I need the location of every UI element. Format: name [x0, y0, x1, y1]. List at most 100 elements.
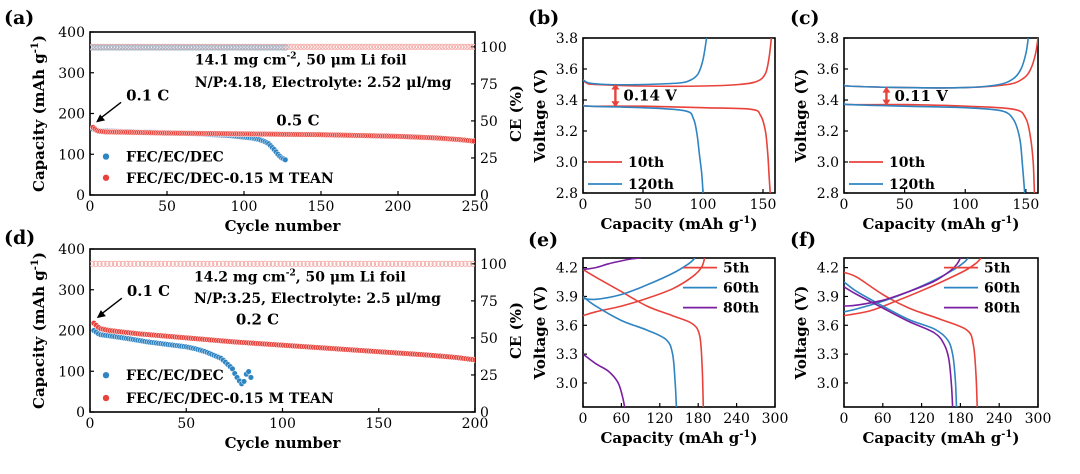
- y-tick-label: 3.4: [556, 93, 578, 109]
- gap-label: 0.14 V: [623, 86, 677, 104]
- ce-point: [127, 260, 134, 267]
- panel-label: (d): [4, 227, 35, 249]
- plot-area: [90, 260, 475, 387]
- capacity-point: [247, 374, 254, 381]
- x-tick-label: 0: [579, 411, 588, 427]
- info-line1: 14.2 mg cm-2, 50 μm Li foil: [194, 269, 406, 286]
- x-tick-label: 100: [952, 197, 979, 213]
- ce-point: [390, 43, 397, 50]
- y-tick-label: 3.8: [556, 31, 578, 47]
- info-line1-sup: -2: [286, 269, 296, 279]
- y-axis-label: Voltage (V): [531, 286, 549, 381]
- ce-point: [466, 260, 473, 267]
- ce-point: [250, 260, 257, 267]
- y-axis-label-sup: -1: [30, 42, 41, 53]
- y-axis-label: Capacity (mAh g-1): [30, 252, 48, 409]
- rate-main-label: 0.5 C: [276, 112, 319, 130]
- x-tick-label: 60: [874, 411, 892, 427]
- arrow-head: [96, 114, 106, 123]
- y-tick-label: 3.4: [817, 93, 839, 109]
- y-tick-label: 300: [58, 66, 85, 82]
- y2-tick-label: 75: [480, 294, 498, 310]
- plot-area: [90, 43, 475, 163]
- ce-point: [169, 260, 176, 267]
- ce-point: [181, 260, 188, 267]
- ce-point: [331, 43, 338, 50]
- y2-tick-label: 100: [480, 257, 507, 273]
- ce-point: [199, 44, 206, 51]
- ce-point: [297, 43, 305, 50]
- voltage-curve: [844, 102, 1026, 193]
- ce-point: [100, 260, 107, 267]
- ce-point: [143, 44, 151, 51]
- ce-point: [436, 43, 443, 50]
- ce-point: [282, 44, 289, 51]
- ce-point: [384, 43, 391, 50]
- x-tick-label: 240: [723, 411, 750, 427]
- y-tick-label: 3.6: [556, 62, 578, 78]
- ce-point: [196, 260, 203, 267]
- ce-point: [183, 44, 191, 51]
- ce-point: [470, 260, 475, 267]
- ce-point: [423, 260, 430, 267]
- y-tick-label: 3.6: [817, 62, 839, 78]
- ce-point: [304, 43, 311, 50]
- ce-point: [350, 43, 357, 50]
- y-tick-label: 0: [76, 405, 85, 421]
- voltage-curve: [583, 295, 678, 407]
- voltage-curve: [583, 38, 773, 88]
- ce-point: [387, 43, 394, 50]
- x-axis-label: Capacity (mAh g-1): [862, 215, 1019, 233]
- ce-point: [267, 44, 274, 51]
- ce-point: [212, 260, 219, 267]
- gap-arrow-head-up: [611, 83, 620, 90]
- ce-point: [103, 44, 110, 51]
- ce-point: [270, 44, 277, 51]
- x-axis-label-sup: -1: [1001, 215, 1012, 226]
- ce-point: [316, 43, 323, 50]
- ce-point: [404, 260, 411, 267]
- ce-point: [448, 43, 455, 50]
- ce-point: [125, 44, 132, 51]
- ce-point: [310, 43, 317, 50]
- plot-frame: [843, 37, 1039, 194]
- ce-point: [291, 43, 298, 50]
- legend-label: FEC/EC/DEC: [126, 368, 224, 384]
- x-tick-label: 300: [762, 411, 789, 427]
- info-line2: N/P:4.18, Electrolyte: 2.52 μl/mg: [195, 75, 452, 91]
- ce-point: [239, 260, 246, 267]
- voltage-curve: [583, 258, 696, 301]
- ce-point: [369, 260, 377, 267]
- ce-point: [368, 43, 375, 50]
- ce-point: [96, 260, 103, 267]
- ce-point: [443, 260, 450, 267]
- ce-point: [323, 260, 330, 267]
- x-axis-label: Cycle number: [225, 434, 342, 452]
- ce-point: [365, 43, 372, 50]
- y-axis-label-close: ): [30, 252, 48, 259]
- ce-point: [353, 43, 360, 50]
- y-tick-label: 4.2: [556, 261, 578, 277]
- x-tick-label: 60: [612, 411, 630, 427]
- ce-point: [165, 260, 172, 267]
- ce-point: [418, 43, 425, 50]
- info-line1-a: 14.2 mg cm: [194, 270, 286, 286]
- y-tick-label: 3.3: [817, 347, 839, 363]
- ce-point: [281, 260, 288, 267]
- ce-point: [462, 260, 469, 267]
- ce-point: [399, 43, 406, 50]
- ce-point: [393, 43, 400, 50]
- ce-point: [312, 260, 319, 267]
- x-tick-label: 100: [269, 416, 296, 432]
- ce-point: [319, 43, 326, 50]
- x-tick-label: 240: [986, 411, 1013, 427]
- panel-label: (b): [528, 7, 559, 29]
- ce-point: [276, 44, 283, 51]
- ce-point: [90, 260, 95, 267]
- ce-point: [257, 44, 264, 51]
- ce-point: [412, 260, 419, 267]
- y-tick-label: 3.0: [817, 376, 839, 392]
- ce-point: [374, 43, 382, 50]
- ce-point: [439, 43, 446, 50]
- x-axis-label-sup: -1: [739, 215, 750, 226]
